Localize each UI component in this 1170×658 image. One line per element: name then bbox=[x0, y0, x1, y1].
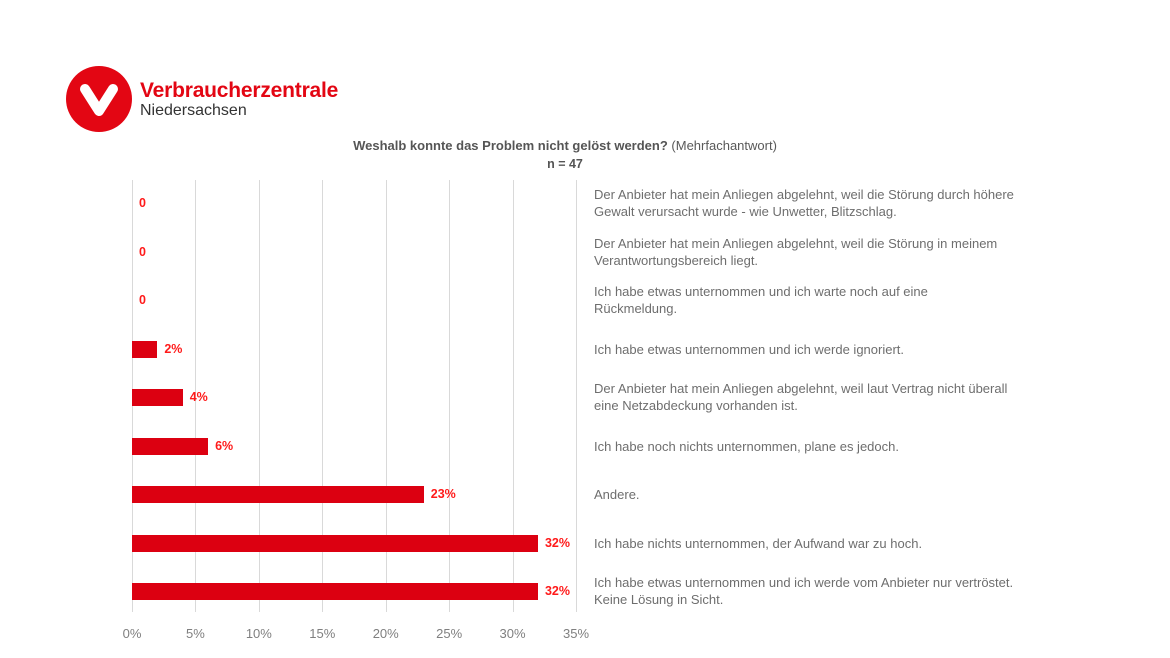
category-label: Der Anbieter hat mein Anliegen abgelehnt… bbox=[594, 236, 998, 268]
logo: Verbraucherzentrale Niedersachsen bbox=[66, 66, 338, 132]
bar-value-label: 0 bbox=[139, 195, 146, 210]
x-tick-label: 0% bbox=[122, 626, 142, 641]
bar-value-label: 32% bbox=[544, 583, 570, 598]
category-label: Der Anbieter hat mein Anliegen abgelehnt… bbox=[594, 381, 1008, 413]
gridline bbox=[385, 180, 387, 612]
category-label: Ich habe etwas unternommen und ich werde… bbox=[594, 575, 1014, 607]
category-label: Ich habe noch nichts unternommen, plane … bbox=[594, 438, 899, 454]
bar-value-label: 2% bbox=[164, 341, 183, 356]
category-label: Der Anbieter hat mein Anliegen abgelehnt… bbox=[594, 187, 1014, 219]
bar bbox=[132, 582, 538, 600]
category-label: Ich habe etwas unternommen und ich warte… bbox=[594, 284, 928, 316]
category-label: Ich habe etwas unternommen und ich werde… bbox=[594, 341, 905, 357]
x-tick-label: 5% bbox=[186, 626, 205, 641]
x-tick-label: 20% bbox=[372, 626, 399, 641]
x-tick-label: 30% bbox=[499, 626, 526, 641]
category-label: Ich habe nichts unternommen, der Aufwand… bbox=[594, 535, 923, 551]
category-label: Andere. bbox=[594, 486, 640, 502]
chart-title-note: (Mehrfachantwort) bbox=[671, 138, 777, 153]
logo-brand: Verbraucherzentrale bbox=[140, 78, 339, 102]
bar bbox=[132, 388, 183, 406]
plot-area: 0 0 0 2% 4% 6% 23% 32% 32% bbox=[132, 180, 577, 612]
bar bbox=[132, 340, 158, 358]
bar-value-label: 4% bbox=[189, 389, 208, 404]
bar bbox=[132, 534, 538, 552]
gridline bbox=[195, 180, 197, 612]
chart-title-question: Weshalb konnte das Problem nicht gelöst … bbox=[353, 138, 668, 153]
sample-size: n = 47 bbox=[547, 157, 583, 171]
bar-value-label: 0 bbox=[139, 244, 146, 259]
x-tick-label: 15% bbox=[309, 626, 336, 641]
bar-value-label: 6% bbox=[215, 438, 234, 453]
bar bbox=[132, 485, 424, 503]
logo-region: Niedersachsen bbox=[140, 101, 247, 119]
x-tick-label: 10% bbox=[245, 626, 272, 641]
chart-title: Weshalb konnte das Problem nicht gelöst … bbox=[0, 138, 1130, 153]
gridline bbox=[449, 180, 451, 612]
gridline bbox=[576, 180, 577, 612]
gridline bbox=[512, 180, 514, 612]
bar-value-label: 0 bbox=[139, 292, 146, 307]
x-tick-label: 35% bbox=[562, 626, 590, 641]
bar bbox=[132, 437, 209, 455]
bar-value-label: 32% bbox=[544, 535, 570, 550]
x-tick-label: 25% bbox=[436, 626, 463, 641]
v-logo-icon bbox=[66, 66, 132, 132]
bar-value-label: 23% bbox=[430, 486, 456, 501]
gridline bbox=[258, 180, 260, 612]
gridline bbox=[322, 180, 324, 612]
